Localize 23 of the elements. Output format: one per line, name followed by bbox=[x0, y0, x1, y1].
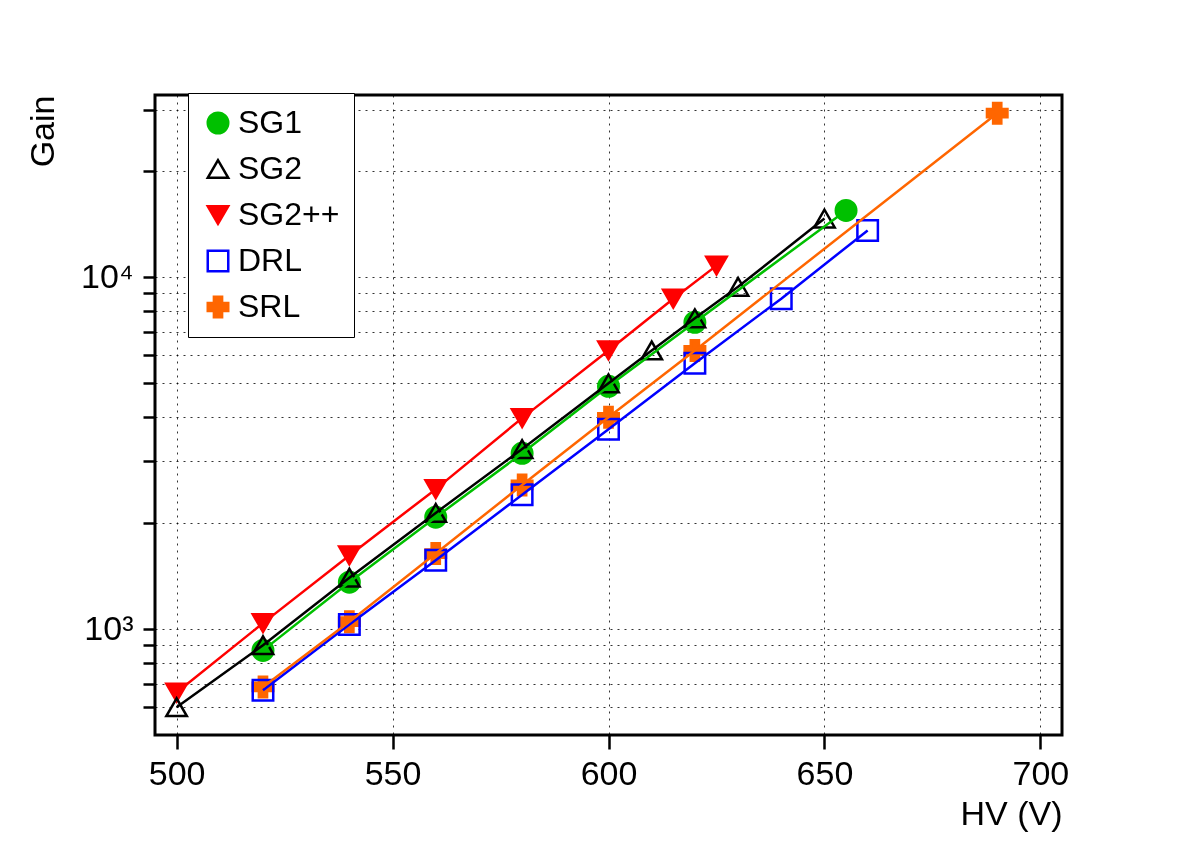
x-tick-label: 650 bbox=[796, 753, 854, 792]
x-tick-label: 550 bbox=[364, 753, 422, 792]
x-tick-label: 500 bbox=[148, 753, 206, 792]
x-tick-label: 700 bbox=[1012, 753, 1070, 792]
point bbox=[769, 287, 793, 311]
legend-label: SRL bbox=[238, 288, 301, 324]
y-axis-title: Gain bbox=[23, 95, 62, 168]
legend-label: SG2++ bbox=[238, 196, 340, 232]
legend-label: SG2 bbox=[238, 150, 303, 186]
point bbox=[251, 635, 275, 656]
legend-label: DRL bbox=[238, 242, 303, 278]
point bbox=[165, 697, 189, 718]
point bbox=[424, 548, 448, 572]
x-tick-label: 600 bbox=[580, 753, 638, 792]
y-tick-label: 10⁴ bbox=[81, 256, 134, 295]
point bbox=[704, 255, 728, 276]
point bbox=[683, 351, 707, 375]
point bbox=[834, 198, 858, 222]
y-tick-label: 10³ bbox=[84, 608, 134, 647]
legend-label: SG1 bbox=[238, 104, 303, 140]
x-axis-title: HV (V) bbox=[960, 793, 1063, 832]
point bbox=[985, 101, 1009, 125]
point bbox=[337, 567, 361, 588]
